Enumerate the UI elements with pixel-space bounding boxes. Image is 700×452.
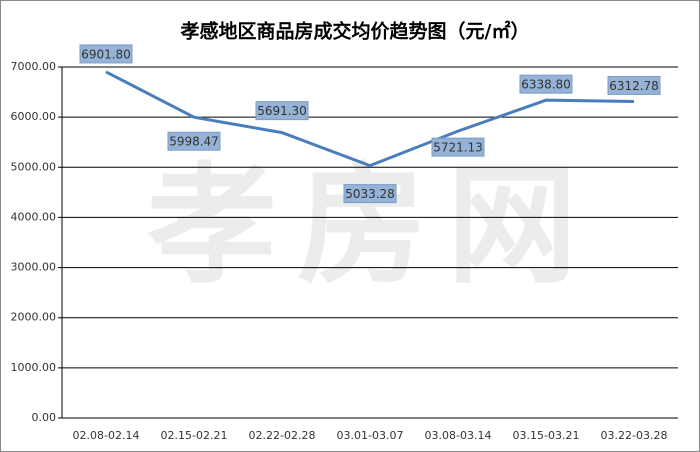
data-label: 5721.13 (433, 141, 483, 155)
data-label-box (519, 74, 573, 94)
x-tick-label: 03.01-03.07 (337, 429, 404, 442)
y-tick-label: 3000.00 (11, 261, 57, 274)
data-label-box (255, 101, 309, 121)
data-label-box (431, 137, 485, 157)
watermark: 孝房网 (147, 150, 597, 302)
y-tick-label: 1000.00 (11, 361, 57, 374)
y-tick-label: 0.00 (32, 411, 57, 424)
y-tick-label: 6000.00 (11, 110, 57, 123)
y-tick-label: 7000.00 (11, 60, 57, 73)
data-label: 5691.30 (257, 104, 307, 118)
y-tick-label: 2000.00 (11, 311, 57, 324)
x-tick-label: 03.22-03.28 (601, 429, 668, 442)
data-label-box (79, 44, 133, 64)
x-tick-label: 03.08-03.14 (425, 429, 492, 442)
x-tick-label: 02.15-02.21 (161, 429, 228, 442)
data-label: 6901.80 (81, 47, 131, 61)
y-tick-label: 4000.00 (11, 210, 57, 223)
chart-title: 孝感地区商品房成交均价趋势图（元/㎡） (181, 20, 530, 43)
data-label: 5998.47 (169, 135, 219, 149)
line (105, 70, 635, 168)
y-tick-label: 5000.00 (11, 160, 57, 173)
data-label: 5033.28 (345, 187, 395, 201)
x-tick-label: 02.08-02.14 (73, 429, 140, 442)
x-tick-label: 02.22-02.28 (249, 429, 316, 442)
data-label: 6338.80 (521, 78, 571, 92)
data-label-box (607, 75, 661, 95)
x-tick-label: 03.15-03.21 (513, 429, 580, 442)
data-label: 6312.78 (609, 79, 659, 93)
data-label-box (343, 184, 397, 204)
data-label-box (167, 131, 221, 151)
